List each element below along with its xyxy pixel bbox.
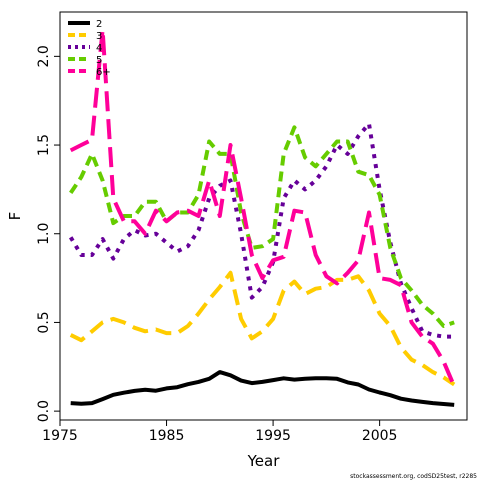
x-axis: 1975 1985 1995 2005 <box>42 420 397 444</box>
x-tick-label-1985: 1985 <box>149 428 185 444</box>
x-tick-label-1995: 1995 <box>255 428 291 444</box>
legend-label-2: 2 <box>96 19 102 30</box>
y-tick-label-0: 0.0 <box>36 400 52 422</box>
y-tick-label-3: 1.5 <box>36 134 52 156</box>
legend-label-5: 5 <box>96 55 102 66</box>
series-line-2 <box>70 370 455 407</box>
series-line-6plus <box>69 27 457 388</box>
legend-label-3: 3 <box>96 31 102 42</box>
x-tick-label-2005: 2005 <box>362 428 398 444</box>
series-line-3 <box>69 270 456 387</box>
series-layer <box>68 27 457 407</box>
legend-label-6plus: 6+ <box>96 67 111 78</box>
y-tick-label-1: 0.5 <box>36 311 52 333</box>
x-axis-title: Year <box>247 452 281 470</box>
series-line-5 <box>69 125 455 328</box>
plot-frame <box>59 11 468 421</box>
legend-label-4: 4 <box>96 43 102 54</box>
y-tick-label-4: 2.0 <box>36 45 52 67</box>
y-tick-label-2: 1.0 <box>36 223 52 245</box>
x-tick-label-1975: 1975 <box>42 428 78 444</box>
y-axis-title: F <box>6 212 24 221</box>
y-axis: 0.0 0.5 1.0 1.5 2.0 <box>36 45 60 422</box>
footnote: stockassessment.org, codSD25test, r2285 <box>350 473 477 480</box>
